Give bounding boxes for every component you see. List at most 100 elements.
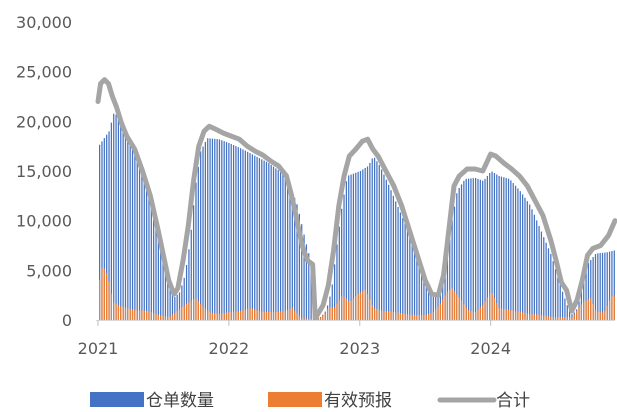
bar-effective-forecast <box>232 311 235 320</box>
bar-effective-forecast <box>298 315 300 320</box>
bar-warehouse-receipts <box>129 141 131 320</box>
bar-warehouse-receipts <box>486 175 488 320</box>
bar-warehouse-receipts <box>207 138 209 320</box>
bar-effective-forecast <box>512 310 514 320</box>
bar-effective-forecast <box>228 312 230 320</box>
bar-warehouse-receipts <box>240 148 242 320</box>
bar-warehouse-receipts <box>305 244 308 320</box>
bar-effective-forecast <box>195 298 197 320</box>
bar-warehouse-receipts <box>162 258 164 320</box>
bar-warehouse-receipts <box>265 161 268 320</box>
bar-warehouse-receipts <box>232 145 235 320</box>
bar-effective-forecast <box>129 308 131 320</box>
bar-effective-forecast <box>127 308 129 320</box>
bar-effective-forecast <box>366 293 369 320</box>
bar-effective-forecast <box>444 295 446 320</box>
bar-effective-forecast <box>240 310 242 320</box>
bar-warehouse-receipts <box>397 206 399 320</box>
bar-warehouse-receipts <box>366 166 369 320</box>
bar-warehouse-receipts <box>451 220 453 320</box>
bar-effective-forecast <box>540 315 543 320</box>
bar-warehouse-receipts <box>338 226 340 320</box>
bar-effective-forecast <box>397 312 399 320</box>
x-tick-label: 2021 <box>78 339 119 358</box>
bar-effective-forecast <box>569 317 571 320</box>
bar-warehouse-receipts <box>543 237 545 320</box>
bar-effective-forecast <box>336 303 338 320</box>
bar-warehouse-receipts <box>510 180 512 320</box>
bar-effective-forecast <box>467 310 470 320</box>
bar-effective-forecast <box>310 318 312 320</box>
bar-warehouse-receipts <box>449 239 451 320</box>
bar-effective-forecast <box>185 303 188 320</box>
bar-effective-forecast <box>500 308 503 320</box>
bar-warehouse-receipts <box>420 269 423 320</box>
bar-effective-forecast <box>460 300 463 320</box>
bar-warehouse-receipts <box>124 132 127 320</box>
bar-warehouse-receipts <box>606 252 608 320</box>
bar-warehouse-receipts <box>256 156 258 320</box>
bar-effective-forecast <box>160 315 162 320</box>
bar-effective-forecast <box>463 304 465 320</box>
bar-warehouse-receipts <box>108 131 110 320</box>
bar-effective-forecast <box>418 315 420 320</box>
bar-effective-forecast <box>122 307 124 320</box>
bar-warehouse-receipts <box>376 161 378 320</box>
bar-warehouse-receipts <box>190 229 192 320</box>
bar-warehouse-receipts <box>540 231 543 320</box>
bar-effective-forecast <box>150 312 152 320</box>
bar-effective-forecast <box>162 315 164 320</box>
bar-effective-forecast <box>423 315 425 320</box>
bar-effective-forecast <box>164 316 167 320</box>
bar-effective-forecast <box>202 306 204 320</box>
bar-effective-forecast <box>477 309 479 320</box>
bar-warehouse-receipts <box>263 160 265 320</box>
bar-effective-forecast <box>538 314 540 320</box>
bar-warehouse-receipts <box>181 285 183 320</box>
bar-warehouse-receipts <box>301 224 303 320</box>
bar-warehouse-receipts <box>362 169 364 320</box>
bar-warehouse-receipts <box>291 191 293 320</box>
bar-warehouse-receipts <box>569 309 571 320</box>
bar-effective-forecast <box>110 293 112 320</box>
bar-warehouse-receipts <box>547 248 550 320</box>
bar-effective-forecast <box>249 308 251 320</box>
bar-warehouse-receipts <box>369 162 371 320</box>
bar-effective-forecast <box>357 293 359 320</box>
bar-effective-forecast <box>428 313 430 320</box>
bar-warehouse-receipts <box>153 211 155 320</box>
legend-swatch <box>90 392 144 407</box>
bar-effective-forecast <box>308 318 310 320</box>
bar-warehouse-receipts <box>221 140 223 320</box>
bar-warehouse-receipts <box>303 234 305 320</box>
bar-effective-forecast <box>247 308 249 320</box>
bar-effective-forecast <box>470 310 472 320</box>
bar-warehouse-receipts <box>418 260 420 320</box>
bar-warehouse-receipts <box>413 247 416 320</box>
bar-warehouse-receipts <box>526 201 528 320</box>
bar-effective-forecast <box>597 311 599 320</box>
bar-warehouse-receipts <box>496 174 498 320</box>
bar-warehouse-receipts <box>202 146 204 320</box>
bar-warehouse-receipts <box>531 209 533 320</box>
bar-effective-forecast <box>303 318 305 320</box>
bar-warehouse-receipts <box>552 261 554 320</box>
bar-warehouse-receipts <box>604 252 606 320</box>
bar-effective-forecast <box>545 316 547 320</box>
bar-effective-forecast <box>167 316 169 320</box>
bar-effective-forecast <box>188 302 190 320</box>
bar-warehouse-receipts <box>498 175 500 320</box>
bar-effective-forecast <box>496 303 498 320</box>
bar-warehouse-receipts <box>193 205 195 320</box>
bar-warehouse-receipts <box>458 187 460 320</box>
bar-warehouse-receipts <box>463 180 465 320</box>
bar-effective-forecast <box>564 317 566 320</box>
bar-effective-forecast <box>432 312 434 320</box>
bar-effective-forecast <box>390 311 392 320</box>
bar-warehouse-receipts <box>341 208 343 320</box>
bar-warehouse-receipts <box>411 241 413 320</box>
bar-warehouse-receipts <box>357 171 359 320</box>
bar-effective-forecast <box>230 311 232 320</box>
bar-effective-forecast <box>489 293 491 320</box>
